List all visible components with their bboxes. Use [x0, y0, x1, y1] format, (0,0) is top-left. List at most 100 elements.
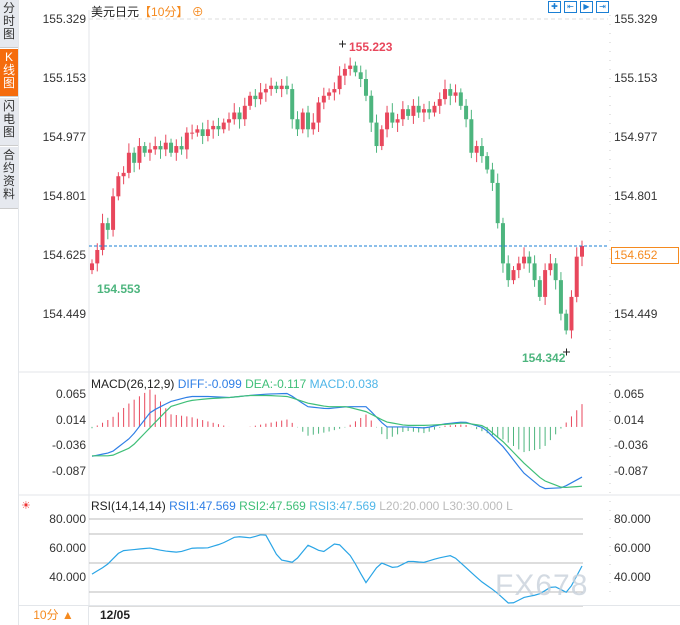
candle-body — [337, 75, 342, 90]
fit-right-icon[interactable]: ⇥ — [596, 1, 609, 13]
candle-body — [111, 196, 116, 230]
candle-body — [237, 112, 242, 120]
candle-body — [464, 105, 469, 120]
macd-diff-line — [91, 392, 583, 490]
y-axis-label: 154.977 — [42, 130, 86, 144]
macd-diff-label: DIFF:-0.099 — [177, 377, 242, 391]
candle-body — [105, 223, 110, 230]
y-axis-label-right: 154.801 — [614, 189, 658, 203]
candle-body — [443, 89, 448, 100]
current-price-tag: 154.652 — [611, 247, 679, 264]
candle-body — [327, 92, 332, 96]
candle-body — [485, 156, 490, 170]
plus-circle-icon[interactable]: ⊕ — [191, 5, 204, 19]
y-axis-label-right: 154.449 — [614, 307, 658, 321]
candle-body — [532, 263, 537, 281]
candle-body — [284, 85, 289, 90]
crosshair-icon[interactable]: ✚ — [548, 1, 561, 13]
candle-body — [574, 256, 579, 297]
candle-body — [500, 223, 505, 264]
y-axis-label-right: 155.329 — [614, 12, 658, 26]
macd-axis-label-right: -0.036 — [614, 438, 649, 453]
candle-body — [300, 112, 305, 130]
candle-body — [332, 89, 337, 93]
candle-body — [490, 169, 495, 183]
period-label[interactable]: 【10分】 — [139, 5, 189, 19]
candle-body — [469, 119, 474, 153]
candle-body — [385, 112, 390, 130]
candle-body — [184, 132, 189, 150]
candle-body — [153, 146, 158, 150]
candle-body — [163, 142, 168, 150]
candle-body — [232, 112, 237, 120]
candle-body — [479, 146, 484, 157]
play-icon[interactable]: ▶ — [580, 1, 593, 13]
candle-body — [411, 105, 416, 116]
candle-body — [432, 105, 437, 113]
candle-body — [522, 256, 527, 264]
candle-body — [116, 176, 121, 197]
period-selector[interactable]: 10分 ▲ — [19, 605, 89, 625]
watermark: FX678 — [495, 569, 589, 602]
candle-body — [569, 296, 574, 331]
rsi-axis-label: 80.000 — [49, 512, 86, 526]
candle-body — [121, 172, 126, 177]
candle-body — [537, 280, 542, 297]
tab-flash-chart[interactable]: 闪电图 — [0, 98, 18, 146]
candle-body — [132, 152, 137, 163]
chart-title: 美元日元【10分】 ⊕ — [91, 3, 204, 20]
candle-body — [179, 146, 184, 150]
candle-body — [395, 119, 400, 123]
date-label: 12/05 — [100, 608, 131, 622]
candle-body — [169, 142, 174, 153]
y-axis-label: 155.329 — [42, 12, 86, 26]
tab-time-chart[interactable]: 分时图 — [0, 0, 18, 48]
rsi-label: RSI(14,14,14) — [91, 499, 166, 513]
candle-body — [269, 85, 274, 90]
candle-body — [353, 65, 358, 73]
candle-body — [321, 95, 326, 103]
tab-contract-info[interactable]: 合约资料 — [0, 147, 18, 209]
candle-body — [100, 223, 105, 250]
candle-body — [506, 263, 511, 281]
footer-bar — [19, 605, 680, 625]
candle-body — [137, 146, 142, 163]
y-axis-label: 154.625 — [42, 248, 86, 262]
macd-dea-line — [92, 394, 583, 489]
candle-body — [511, 270, 516, 281]
candle-body — [543, 270, 548, 297]
candle-body — [527, 256, 532, 264]
l-label: L — [506, 499, 513, 513]
fit-left-icon[interactable]: ⇤ — [564, 1, 577, 13]
candle-body — [190, 132, 195, 134]
y-axis-label: 155.153 — [42, 71, 86, 85]
candle-body — [416, 105, 421, 113]
rsi-axis-label-right: 40.000 — [614, 570, 651, 584]
macd-axis-label: -0.087 — [51, 464, 86, 478]
y-axis-label-right: 155.153 — [614, 71, 658, 85]
candle-body — [200, 129, 205, 136]
candle-body — [306, 112, 311, 130]
candle-body — [558, 280, 563, 314]
l20-label: L20:20.000 — [379, 499, 440, 513]
candle-body — [400, 109, 405, 120]
candle-body — [580, 245, 584, 257]
candle-body — [553, 263, 558, 281]
candle-body — [311, 122, 316, 130]
tab-k-line[interactable]: K线图 — [0, 49, 18, 97]
divider — [18, 0, 19, 625]
rsi1-label: RSI1:47.569 — [169, 499, 236, 513]
candle-body — [90, 263, 94, 271]
candle-body — [295, 119, 300, 130]
macd-axis-label-right: -0.087 — [614, 464, 649, 478]
candle-body — [211, 125, 216, 130]
candle-body — [458, 92, 463, 106]
rsi-legend: RSI(14,14,14) RSI1:47.569 RSI2:47.569 RS… — [91, 499, 513, 513]
macd-axis-label-right: 0.065 — [614, 387, 645, 401]
rsi3-label: RSI3:47.569 — [309, 499, 376, 513]
candle-body — [242, 105, 247, 120]
candle-body — [363, 79, 368, 96]
settings-sun-icon[interactable]: ☀ — [21, 500, 31, 512]
candle-body — [221, 122, 226, 130]
